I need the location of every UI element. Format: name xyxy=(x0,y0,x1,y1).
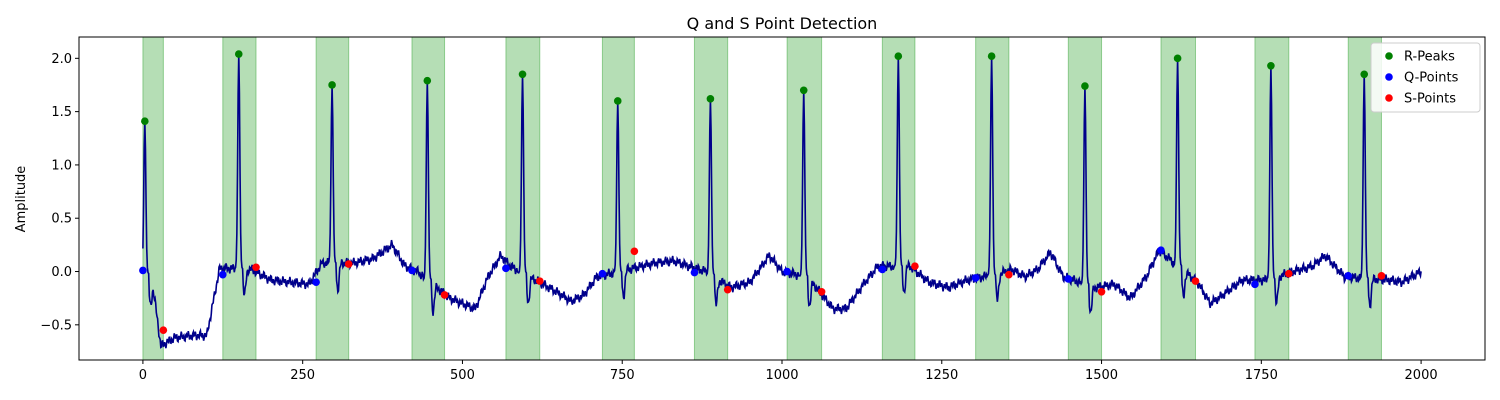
y-tick-label: 1.0 xyxy=(51,158,72,173)
y-tick-label: 1.5 xyxy=(51,105,72,120)
r-peak-point xyxy=(141,117,149,126)
x-tick-label: 1500 xyxy=(1085,368,1118,383)
r-peak-point xyxy=(1173,54,1182,63)
s-point xyxy=(344,260,353,268)
legend-r-peaks-marker xyxy=(1385,52,1393,60)
r-peak-point xyxy=(234,50,243,58)
r-peak-point xyxy=(706,95,715,103)
legend-box xyxy=(1370,42,1481,113)
s-point xyxy=(630,247,639,256)
q-point xyxy=(502,264,510,273)
legend-s-points-label: S-Points xyxy=(1404,92,1456,107)
x-tick-label: 1750 xyxy=(1245,368,1278,383)
r-peak-point xyxy=(613,97,622,105)
r-peak-point xyxy=(328,81,336,89)
q-point xyxy=(878,265,887,274)
x-tick-label: 2000 xyxy=(1405,368,1438,383)
q-point xyxy=(139,266,147,275)
ecg-signal-line xyxy=(142,54,1422,349)
x-tick-label: 1000 xyxy=(765,368,798,383)
q-point xyxy=(783,267,791,276)
r-peak-point xyxy=(894,52,903,60)
s-point xyxy=(252,263,260,272)
x-tick-label: 500 xyxy=(450,368,475,383)
legend-s-points-marker xyxy=(1385,94,1393,102)
q-point xyxy=(408,266,416,275)
r-peak-point xyxy=(987,52,996,60)
legend: R-Peaks Q-Points S-Points xyxy=(1370,42,1481,113)
q-point xyxy=(1251,280,1259,289)
detected-points xyxy=(139,50,1386,334)
s-point xyxy=(159,326,168,334)
q-point xyxy=(1064,275,1073,283)
q-point xyxy=(1344,271,1353,280)
y-tick-label: 0.0 xyxy=(51,265,72,280)
r-peak-point xyxy=(1267,61,1275,70)
chart-title: Q and S Point Detection xyxy=(687,14,878,33)
q-point xyxy=(598,269,607,278)
s-point xyxy=(911,262,919,270)
s-point xyxy=(723,285,732,294)
y-tick-label: 0.5 xyxy=(51,212,72,227)
y-tick-label: −0.5 xyxy=(40,318,72,333)
legend-q-points-label: Q-Points xyxy=(1404,71,1459,86)
y-axis: −0.5 0.0 0.5 1.0 1.5 2.0 xyxy=(40,52,79,333)
s-point xyxy=(1284,269,1293,278)
r-peak-point xyxy=(423,76,432,85)
r-peak-point xyxy=(1081,82,1089,90)
q-point xyxy=(971,274,980,282)
q-point xyxy=(218,270,227,279)
s-point xyxy=(1191,277,1200,285)
q-point xyxy=(312,278,320,286)
y-axis-label: Amplitude xyxy=(14,166,29,233)
s-point xyxy=(817,287,826,296)
x-tick-label: 1250 xyxy=(925,368,958,383)
ecg-signal xyxy=(142,54,1422,349)
s-point xyxy=(535,277,544,285)
s-point xyxy=(1377,271,1386,280)
r-peak-point xyxy=(1360,70,1369,79)
q-point xyxy=(690,268,699,277)
qrs-span xyxy=(693,37,729,360)
s-point xyxy=(1097,287,1106,296)
legend-r-peaks-label: R-Peaks xyxy=(1404,50,1455,65)
q-point xyxy=(1157,246,1165,255)
s-point xyxy=(1005,270,1013,279)
x-tick-label: 750 xyxy=(610,368,635,383)
x-axis: 0 250 500 750 1000 1250 1500 1750 2000 xyxy=(139,360,1438,383)
y-tick-label: 2.0 xyxy=(51,52,72,67)
x-tick-label: 250 xyxy=(290,368,315,383)
r-peak-point xyxy=(799,86,808,95)
legend-q-points-marker xyxy=(1385,73,1393,81)
r-peak-point xyxy=(518,70,527,79)
x-tick-label: 0 xyxy=(139,368,147,383)
s-point xyxy=(440,291,449,299)
